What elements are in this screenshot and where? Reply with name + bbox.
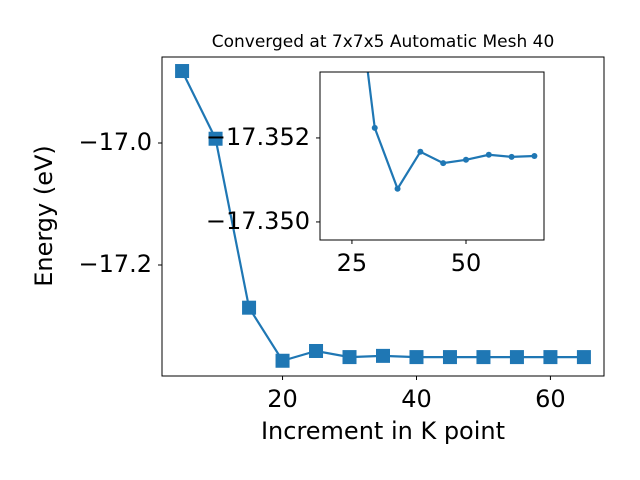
marker bbox=[476, 350, 491, 365]
axes-frame bbox=[319, 71, 545, 241]
y-tick-label: −17.350 bbox=[206, 207, 310, 235]
y-tick-label: −17.2 bbox=[78, 250, 152, 278]
marker bbox=[275, 353, 290, 368]
y-tick-label: −17.352 bbox=[206, 123, 310, 151]
marker bbox=[417, 148, 424, 155]
y-tick-label: −17.0 bbox=[78, 128, 152, 156]
marker bbox=[409, 350, 424, 365]
marker bbox=[543, 350, 558, 365]
x-tick-label: 20 bbox=[267, 385, 298, 413]
marker bbox=[508, 153, 515, 160]
marker bbox=[371, 124, 378, 131]
x-tick-label: 25 bbox=[337, 249, 368, 277]
x-tick-label: 50 bbox=[451, 249, 482, 277]
y-axis-label: Energy (eV) bbox=[30, 145, 58, 287]
marker bbox=[376, 348, 390, 363]
marker bbox=[440, 160, 447, 167]
x-tick-label: 40 bbox=[401, 385, 432, 413]
marker bbox=[442, 350, 457, 365]
marker bbox=[208, 131, 223, 146]
marker bbox=[342, 350, 357, 365]
axes-frame bbox=[161, 56, 605, 377]
x-tick-label: 60 bbox=[535, 385, 566, 413]
x-axis-label: Increment in K point bbox=[261, 417, 505, 445]
marker bbox=[309, 343, 324, 358]
marker bbox=[509, 350, 524, 365]
chart-title: Converged at 7x7x5 Automatic Mesh 40 bbox=[212, 32, 555, 52]
marker bbox=[394, 185, 401, 192]
series-group bbox=[175, 64, 591, 368]
marker bbox=[175, 64, 190, 79]
marker bbox=[485, 151, 492, 158]
marker bbox=[531, 153, 538, 159]
marker bbox=[242, 300, 257, 315]
series-group bbox=[366, 72, 538, 192]
marker bbox=[576, 350, 591, 365]
marker bbox=[462, 156, 469, 163]
